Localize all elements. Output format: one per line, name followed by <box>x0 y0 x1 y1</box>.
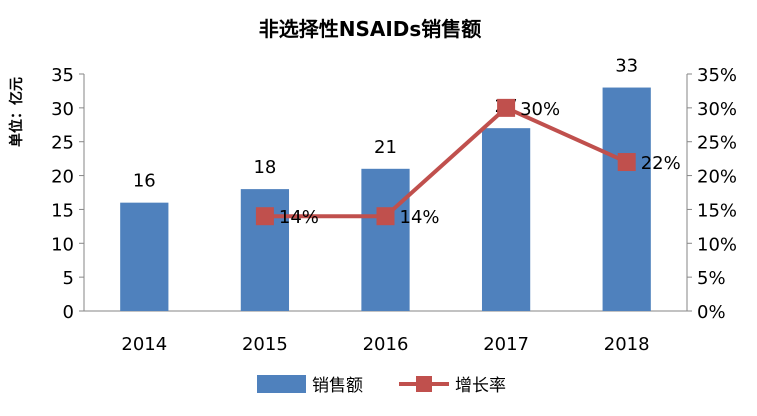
y-tick-label: 25 <box>51 133 74 154</box>
legend-bar-label: 销售额 <box>312 376 363 396</box>
x-tick-label: 2015 <box>242 334 288 355</box>
y-tick-label: 0 <box>63 302 74 323</box>
y-tick-label: 5 <box>63 268 74 289</box>
y2-tick-label: 25% <box>697 133 737 154</box>
y-tick-label: 15 <box>51 200 74 221</box>
bar-data-label: 16 <box>133 171 156 192</box>
y2-tick-label: 15% <box>697 200 737 221</box>
ticks-group: 0 5 10 15 20 25 30 35 0% 5% 10% 15% 20% 25% 30% 35% 2014… <box>51 65 737 355</box>
bar <box>120 202 169 311</box>
legend-line-label: 增长率 <box>455 376 506 396</box>
y2-tick-label: 35% <box>697 65 737 86</box>
x-tick-label: 2014 <box>121 334 167 355</box>
x-tick-label: 2018 <box>604 334 650 355</box>
line-marker <box>617 153 636 172</box>
y-tick-label: 20 <box>51 167 74 188</box>
line-data-label: 14% <box>279 207 319 228</box>
bar-data-label: 21 <box>374 137 397 158</box>
line-marker <box>255 207 274 226</box>
legend-line-marker <box>416 376 432 392</box>
line-data-label: 14% <box>400 207 440 228</box>
legend-bar-swatch <box>257 375 306 393</box>
y2-tick-label: 30% <box>697 99 737 120</box>
growth-line <box>264 105 628 219</box>
chart-title: 非选择性NSAIDs销售额 <box>259 17 482 41</box>
y-tick-label: 35 <box>51 65 74 86</box>
line-data-label: 22% <box>641 153 681 174</box>
y2-tick-label: 10% <box>697 234 737 255</box>
x-tick-label: 2017 <box>483 334 529 355</box>
y-tick-label: 10 <box>51 234 74 255</box>
y2-tick-label: 5% <box>697 268 726 289</box>
y-axis-label: 单位：亿元 <box>8 77 25 147</box>
line-group: 14% 14% 30% 22% <box>255 98 681 228</box>
x-tick-label: 2016 <box>363 334 409 355</box>
line-data-label: 30% <box>520 99 560 120</box>
legend: 销售额 增长率 <box>257 375 506 396</box>
bar <box>602 87 651 312</box>
bar-data-label: 18 <box>253 157 276 178</box>
line-marker <box>376 207 395 226</box>
y2-tick-label: 0% <box>697 302 726 323</box>
y2-tick-label: 20% <box>697 167 737 188</box>
y-tick-label: 30 <box>51 99 74 120</box>
bar <box>481 128 531 311</box>
line-marker <box>497 98 516 117</box>
bar <box>361 168 410 311</box>
bar-data-label: 33 <box>615 56 638 77</box>
